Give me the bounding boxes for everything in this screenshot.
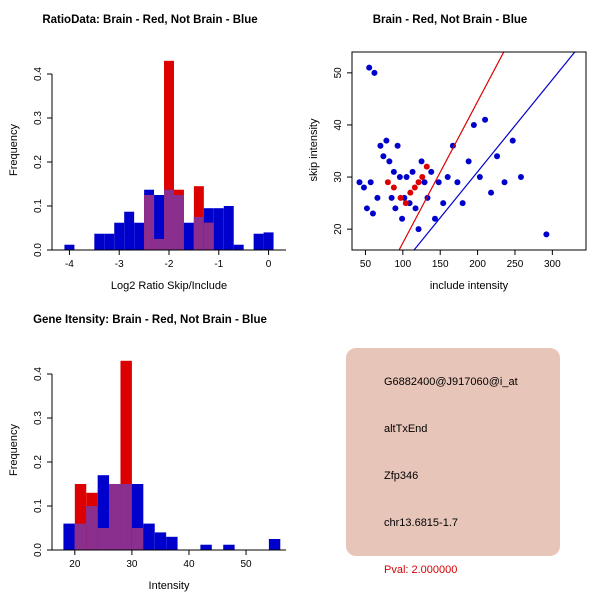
svg-text:50: 50: [360, 259, 372, 270]
svg-text:0.0: 0.0: [33, 543, 44, 557]
svg-text:-4: -4: [65, 259, 74, 270]
ratio-histogram-title: RatioData: Brain - Red, Not Brain - Blue: [42, 14, 258, 26]
intensity-scatter-xlabel: include intensity: [429, 280, 509, 292]
svg-text:50: 50: [240, 559, 252, 570]
ratio-histogram-xlabel: Log2 Ratio Skip/Include: [110, 280, 228, 292]
gene-intensity-histogram-chart: 20 30 40 50 0.0 0.1 0.2 0.3 0.4: [33, 360, 286, 570]
svg-text:0: 0: [266, 259, 272, 270]
svg-text:50: 50: [333, 67, 344, 79]
svg-text:20: 20: [69, 559, 81, 570]
svg-text:30: 30: [126, 559, 138, 570]
svg-text:-1: -1: [214, 259, 223, 270]
event-type: altTxEnd: [384, 423, 428, 435]
svg-text:-3: -3: [115, 259, 124, 270]
svg-text:20: 20: [333, 223, 344, 235]
svg-text:150: 150: [432, 259, 449, 270]
svg-text:200: 200: [469, 259, 486, 270]
svg-text:0.0: 0.0: [33, 243, 44, 257]
svg-text:0.4: 0.4: [33, 67, 44, 81]
gene-intensity-histogram-xlabel: Intensity: [148, 580, 190, 592]
svg-text:-2: -2: [165, 259, 174, 270]
gene-symbol: Zfp346: [384, 470, 419, 482]
svg-text:0.2: 0.2: [33, 155, 44, 169]
svg-text:0.4: 0.4: [33, 367, 44, 381]
genomic-location: chr13.6815-1.7: [384, 517, 458, 529]
svg-text:0.3: 0.3: [33, 411, 44, 425]
svg-text:300: 300: [544, 259, 561, 270]
svg-text:40: 40: [183, 559, 195, 570]
ratio-histogram-chart: -4 -3 -2 -1 0 0.0 0.1 0.2 0.3 0.4: [33, 60, 286, 270]
info-panel: G6882400@J917060@i_at altTxEnd Zfp346 ch…: [300, 300, 600, 600]
svg-text:0.1: 0.1: [33, 199, 44, 213]
svg-text:0.3: 0.3: [33, 111, 44, 125]
gene-intensity-histogram-title: Gene Itensity: Brain - Red, Not Brain - …: [33, 314, 267, 326]
svg-text:250: 250: [507, 259, 524, 270]
pval-text: Pval: 2.000000: [384, 564, 458, 576]
probe-id: G6882400@J917060@i_at: [384, 376, 518, 388]
svg-text:30: 30: [333, 171, 344, 183]
intensity-scatter-title: Brain - Red, Not Brain - Blue: [372, 14, 528, 26]
svg-text:0.2: 0.2: [33, 455, 44, 469]
svg-text:0.1: 0.1: [33, 499, 44, 513]
svg-text:40: 40: [333, 119, 344, 131]
intensity-scatter-chart: 50 100 150 200 250 300 20 30 40 50: [333, 51, 587, 270]
svg-text:100: 100: [394, 259, 411, 270]
gene-intensity-histogram-panel: Gene Itensity: Brain - Red, Not Brain - …: [0, 300, 300, 600]
probe-info-card: G6882400@J917060@i_at altTxEnd Zfp346 ch…: [346, 348, 560, 576]
intensity-scatter-panel: Brain - Red, Not Brain - Blue skip inten…: [300, 0, 600, 300]
ratio-histogram-panel: RatioData: Brain - Red, Not Brain - Blue…: [0, 0, 300, 300]
